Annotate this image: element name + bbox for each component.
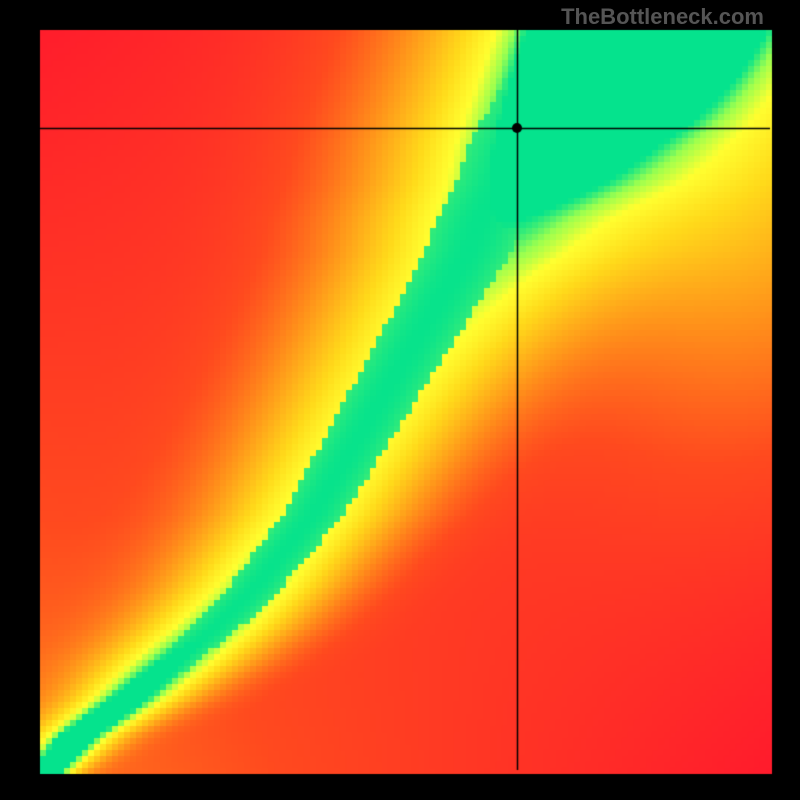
heatmap-canvas — [0, 0, 800, 800]
watermark-text: TheBottleneck.com — [561, 4, 764, 30]
